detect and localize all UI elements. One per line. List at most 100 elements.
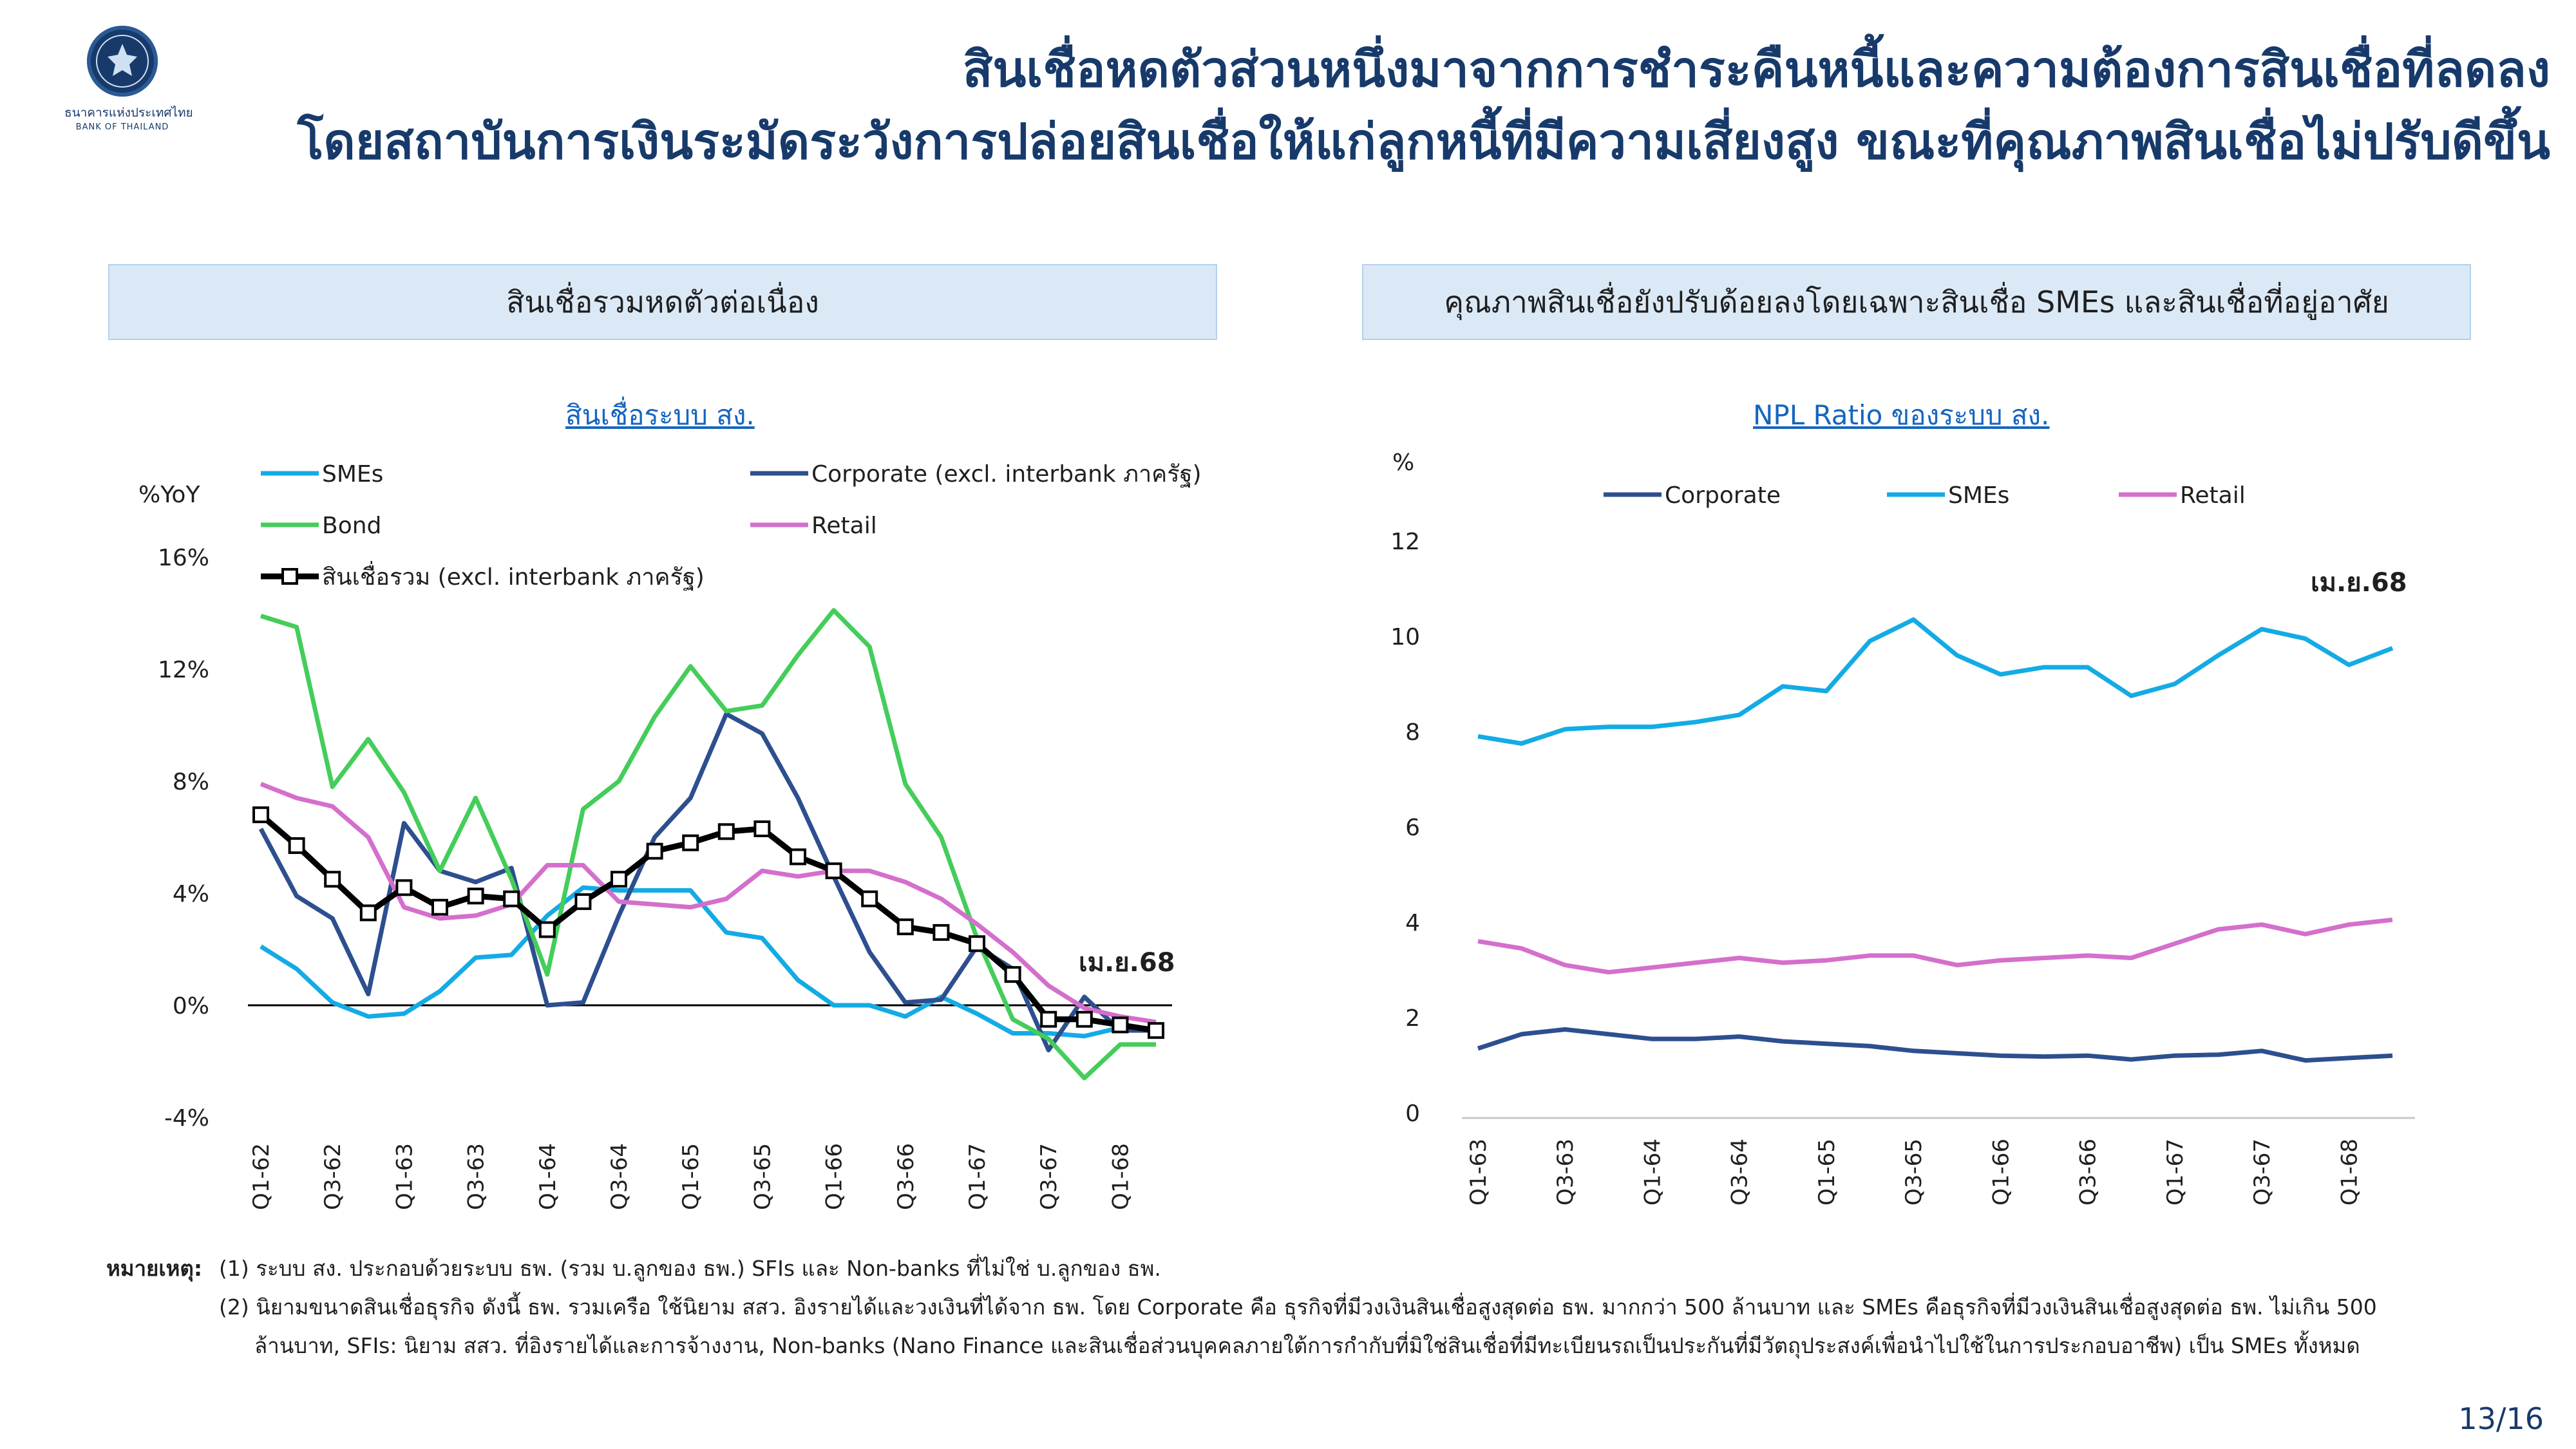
left-total-marker [431,898,448,916]
left-y-tick-label: 16% [158,545,209,571]
left-total-marker [574,893,592,911]
right-y-tick-label: 12 [1390,529,1420,555]
left-y-tick-label: 4% [173,881,209,907]
left-total-marker [861,890,878,907]
page-title-line-2: โดยสถาบันการเงินระมัดระวังการปล่อยสินเชื… [297,113,2550,170]
right-x-tick-label: Q1-63 [1466,1139,1492,1206]
left-legend-label: Bond [322,513,381,539]
left-y-tick-label: 8% [173,769,209,795]
right-y-tick-label: 6 [1405,815,1420,841]
left-total-marker [1112,1016,1129,1034]
right-x-tick-label: Q1-64 [1640,1139,1665,1206]
left-total-marker [395,879,413,896]
left-total-marker [1040,1010,1057,1028]
right-x-tick-label: Q1-67 [2163,1139,2188,1206]
left-total-marker [288,837,305,855]
left-x-tick-label: Q1-63 [392,1143,417,1210]
right-panel-heading: คุณภาพสินเชื่อยังปรับด้อยลงโดยเฉพาะสินเช… [1362,264,2471,340]
right-x-tick-label: Q3-64 [1727,1139,1753,1206]
left-legend-label: Retail [811,513,877,539]
left-x-tick-label: Q1-62 [249,1143,274,1210]
left-y-tick-label: 0% [173,993,209,1019]
left-series-line-2 [260,608,1156,1081]
left-chart-annotation: เม.ย.68 [1079,948,1175,978]
right-y-tick-label: 10 [1390,624,1420,650]
footnote-label: หมายเหตุ: [106,1256,203,1281]
right-x-tick-label: Q1-66 [1988,1139,2014,1206]
left-x-tick-label: Q1-68 [1108,1143,1133,1210]
logo-text-english: BANK OF THAILAND [75,122,169,132]
left-total-marker [717,823,735,840]
right-y-tick-label: 8 [1405,719,1420,746]
left-y-tick-label: -4% [164,1105,209,1132]
logo-text-thai: ธนาคารแห่งประเทศไทย [64,106,193,120]
right-series-line-0 [1477,1027,2393,1063]
left-series-line-1 [258,712,1156,1053]
left-total-marker [753,820,771,837]
left-total-marker [503,890,520,907]
footnote-2: (2) นิยามขนาดสินเชื่อธุรกิจ ดังนี้ ธพ. ร… [219,1294,2377,1320]
left-x-tick-label: Q3-62 [320,1143,346,1210]
right-y-axis-label: % [1392,450,1414,476]
left-total-marker [1004,966,1021,983]
left-legend-label: Corporate (excl. interbank ภาครัฐ) [811,461,1202,488]
left-total-marker [252,806,269,824]
right-chart-annotation: เม.ย.68 [2311,568,2407,598]
left-total-marker [1075,1010,1093,1028]
left-x-tick-label: Q3-63 [464,1143,489,1210]
left-total-marker [646,842,663,860]
right-x-tick-label: Q3-67 [2249,1139,2275,1206]
left-total-marker [611,871,627,888]
left-series-line-3 [260,782,1157,1025]
right-legend-label: Corporate [1665,482,1781,509]
left-x-tick-label: Q1-65 [678,1143,704,1210]
left-total-marker [324,871,341,888]
right-y-tick-label: 2 [1405,1005,1420,1032]
footnote-3: ล้านบาท, SFIs: นิยาม สสว. ที่อิงรายได้แล… [254,1333,2360,1358]
page-number: 13/16 [2458,1401,2544,1436]
left-series-line-0 [260,885,1157,1039]
right-legend-label: SMEs [1948,482,2009,509]
left-total-marker [682,834,699,851]
left-x-tick-label: Q1-66 [822,1143,848,1210]
right-y-tick-label: 4 [1405,910,1420,936]
left-total-marker [825,862,842,880]
right-y-tick-label: 0 [1405,1101,1420,1127]
left-legend-label: สินเชื่อรวม (excl. interbank ภาครัฐ) [322,561,705,591]
left-total-marker [790,848,806,866]
left-total-marker [538,921,556,938]
left-y-axis-label: %YoY [138,482,200,508]
right-series-line-2 [1477,917,2393,975]
left-panel-heading: สินเชื่อรวมหดตัวต่อเนื่อง [108,264,1217,340]
left-total-marker [933,923,950,941]
right-x-tick-label: Q1-68 [2336,1139,2362,1206]
right-chart-title[interactable]: NPL Ratio ของระบบ สง. [1753,399,2050,431]
right-x-tick-label: Q3-63 [1553,1139,1578,1206]
right-x-tick-label: Q1-65 [1814,1139,1840,1206]
page-title-line-1: สินเชื่อหดตัวส่วนหนึ่งมาจากการชำระคืนหนี… [963,41,2550,98]
left-total-marker [467,887,484,905]
right-legend-label: Retail [2180,482,2246,509]
left-chart-title[interactable]: สินเชื่อระบบ สง. [565,399,755,431]
left-x-tick-label: Q3-65 [750,1143,775,1210]
left-y-tick-label: 12% [158,657,209,683]
bot-logo: ธนาคารแห่งประเทศไทย BANK OF THAILAND [64,26,193,132]
left-total-marker [969,935,985,952]
bot-seal-icon [87,26,158,97]
left-x-tick-label: Q3-67 [1036,1143,1062,1210]
right-x-tick-label: Q3-66 [2076,1139,2101,1206]
left-total-marker [1148,1022,1164,1039]
left-x-tick-label: Q3-66 [893,1143,919,1210]
left-x-tick-label: Q3-64 [607,1143,632,1210]
left-total-marker [896,918,914,936]
right-x-tick-label: Q3-65 [1901,1139,1927,1206]
left-legend-marker [281,568,298,585]
left-legend-label: SMEs [322,461,383,488]
left-x-tick-label: Q1-64 [535,1143,561,1210]
left-total-marker [359,904,377,922]
footnote-1: (1) ระบบ สง. ประกอบด้วยระบบ ธพ. (รวม บ.ล… [219,1256,1161,1281]
left-x-tick-label: Q1-67 [965,1143,990,1210]
right-series-line-1 [1477,617,2394,746]
